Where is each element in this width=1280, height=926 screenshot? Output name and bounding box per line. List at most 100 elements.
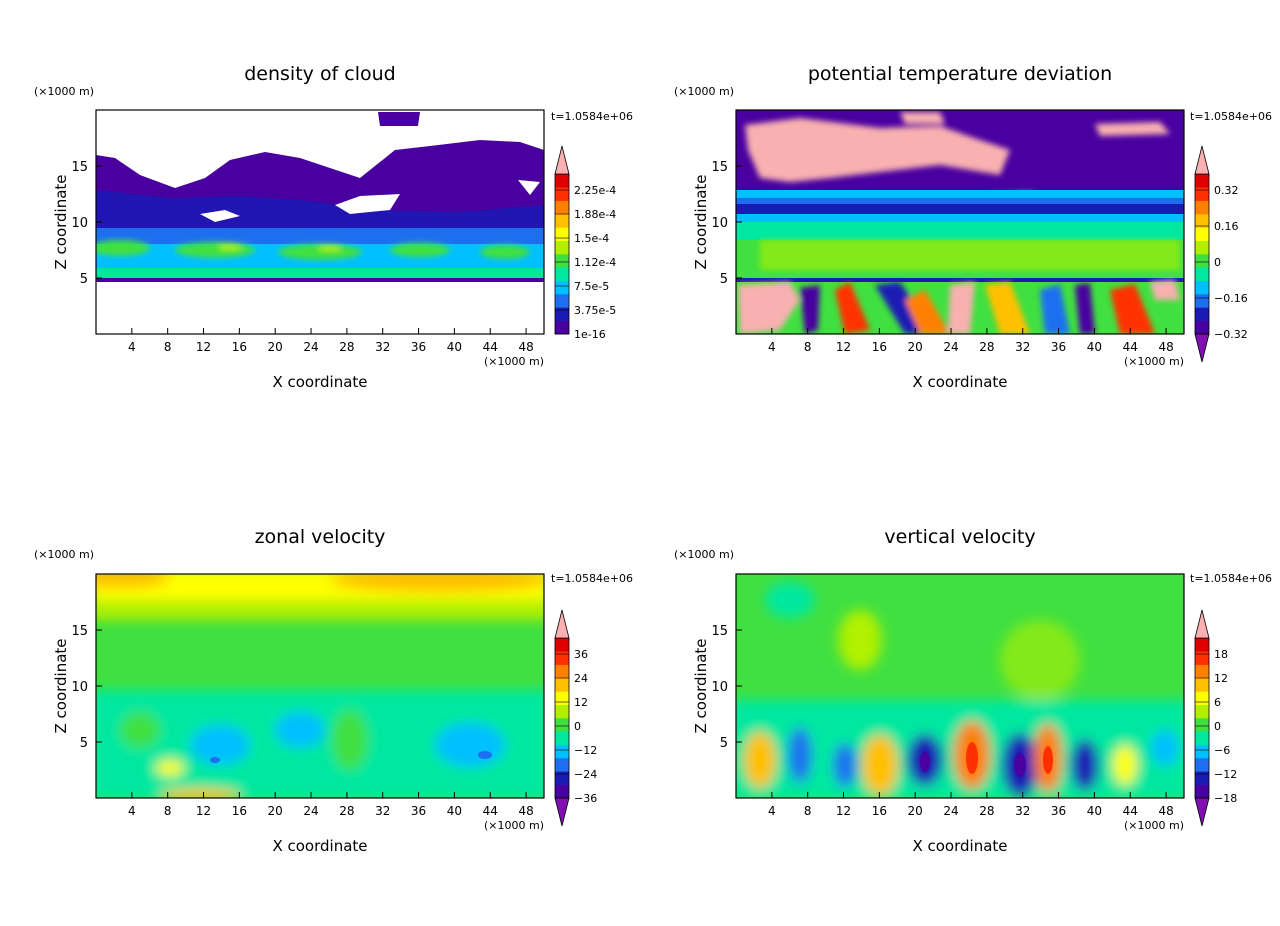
colorbar-swatch <box>1195 254 1209 268</box>
y-unit-label: (×1000 m) <box>34 548 94 561</box>
colorbar-swatch <box>1195 744 1209 759</box>
colorbar-swatch <box>555 664 569 679</box>
colorbar-swatch <box>1195 280 1209 295</box>
colorbar-swatch <box>1195 307 1209 321</box>
colorbar-swatch <box>555 744 569 759</box>
x-tick-label: 4 <box>128 340 136 354</box>
y-unit-label: (×1000 m) <box>674 548 734 561</box>
y-tick-label: 15 <box>71 160 88 175</box>
x-axis-label: X coordinate <box>272 373 367 391</box>
colorbar-arrow-top <box>554 609 570 639</box>
y-tick-label: 15 <box>711 624 728 639</box>
colorbar-swatch <box>1195 678 1209 692</box>
colorbar-swatch <box>555 227 569 241</box>
x-unit-label: (×1000 m) <box>484 819 544 832</box>
colorbar-swatch <box>555 174 569 188</box>
x-axis: 4 8 12 16 20 24 28 32 36 40 44 48 <box>768 328 1174 354</box>
panel-zonal-velocity: zonal velocity (×1000 m) t=1.0584e+06 <box>34 526 633 855</box>
colorbar-label: 0 <box>574 720 581 733</box>
x-tick-label: 28 <box>339 804 354 818</box>
colorbar-swatch <box>555 718 569 732</box>
x-axis: 4 8 12 16 20 24 28 32 36 40 44 48 <box>128 792 534 818</box>
y-axis: 5 10 15 <box>71 160 102 287</box>
colorbar-swatch <box>1195 691 1209 705</box>
colorbar-swatch <box>555 320 569 335</box>
x-tick-label: 16 <box>872 340 887 354</box>
colorbar-label: 1.5e-4 <box>574 232 609 245</box>
x-tick-label: 24 <box>943 340 958 354</box>
x-tick-label: 8 <box>164 340 172 354</box>
colorbar-swatch <box>555 307 569 321</box>
colorbar-swatch <box>555 214 569 228</box>
y-axis-label: Z coordinate <box>52 638 70 733</box>
y-tick-label: 5 <box>80 272 88 287</box>
colorbar-label: 0.16 <box>1214 220 1239 233</box>
x-tick-label: 12 <box>836 340 851 354</box>
x-tick-label: 12 <box>836 804 851 818</box>
chart-title: density of cloud <box>244 63 396 85</box>
y-tick-label: 10 <box>71 680 88 695</box>
colorbar-swatch <box>1195 187 1209 201</box>
colorbar-label: 1.88e-4 <box>574 208 616 221</box>
y-tick-label: 10 <box>711 216 728 231</box>
colorbar-arrow-bottom <box>554 797 570 827</box>
plot-field <box>96 574 544 798</box>
time-label: t=1.0584e+06 <box>1190 110 1272 123</box>
colorbar-swatch <box>555 187 569 201</box>
colorbar-swatch <box>1195 784 1209 799</box>
x-axis-label: X coordinate <box>912 837 1007 855</box>
y-tick-label: 15 <box>711 160 728 175</box>
colorbar: 36 24 12 0 −12 −24 −36 <box>554 609 597 827</box>
x-tick-label: 8 <box>164 804 172 818</box>
x-tick-label: 28 <box>979 340 994 354</box>
colorbar-swatch <box>1195 718 1209 732</box>
colorbar-swatch <box>555 758 569 772</box>
plot-field <box>736 574 1184 798</box>
colorbar-swatch <box>555 200 569 215</box>
y-axis: 5 10 15 <box>711 160 742 287</box>
time-label: t=1.0584e+06 <box>551 110 633 123</box>
y-axis-label: Z coordinate <box>692 174 710 269</box>
x-tick-label: 36 <box>1051 340 1066 354</box>
colorbar-arrow-top <box>1194 609 1210 639</box>
chart-title: zonal velocity <box>255 526 386 548</box>
x-tick-label: 20 <box>268 804 283 818</box>
x-tick-label: 16 <box>232 804 247 818</box>
x-tick-label: 48 <box>1158 804 1173 818</box>
colorbar: 2.25e-4 1.88e-4 1.5e-4 1.12e-4 7.5e-5 3.75e-5… <box>554 145 616 341</box>
colorbar-swatch <box>555 651 569 665</box>
colorbar-label: 2.25e-4 <box>574 184 616 197</box>
x-tick-label: 32 <box>1015 804 1030 818</box>
colorbar-swatch <box>555 691 569 705</box>
y-axis: 5 10 15 <box>711 624 742 751</box>
y-tick-label: 15 <box>71 624 88 639</box>
x-tick-label: 12 <box>196 340 211 354</box>
colorbar-label: 12 <box>574 696 588 709</box>
x-tick-label: 28 <box>979 804 994 818</box>
x-tick-label: 4 <box>768 340 776 354</box>
x-axis: 4 8 12 16 20 24 28 32 36 40 44 48 <box>128 328 534 354</box>
x-tick-label: 4 <box>768 804 776 818</box>
colorbar-label: −12 <box>574 744 597 757</box>
colorbar-label: 7.5e-5 <box>574 280 609 293</box>
colorbar-label: 18 <box>1214 648 1228 661</box>
colorbar-swatch <box>1195 200 1209 215</box>
colorbar-label: 0 <box>1214 256 1221 269</box>
colorbar-swatch <box>1195 664 1209 679</box>
y-unit-label: (×1000 m) <box>674 85 734 98</box>
x-unit-label: (×1000 m) <box>1124 819 1184 832</box>
colorbar-arrow-bottom <box>1194 797 1210 827</box>
colorbar-swatch <box>1195 758 1209 772</box>
panel-potential-temperature-deviation: potential temperature deviation (×1000 m… <box>674 63 1272 391</box>
colorbar-swatch <box>1195 320 1209 335</box>
colorbar-label: −18 <box>1214 792 1237 805</box>
x-tick-label: 40 <box>447 804 462 818</box>
y-tick-label: 10 <box>71 216 88 231</box>
y-axis: 5 10 15 <box>71 624 102 751</box>
colorbar-label: 1e-16 <box>574 328 606 341</box>
x-tick-label: 36 <box>411 340 426 354</box>
y-tick-label: 10 <box>711 680 728 695</box>
y-tick-label: 5 <box>720 272 728 287</box>
x-tick-label: 24 <box>943 804 958 818</box>
colorbar-arrow-bottom <box>1194 333 1210 363</box>
